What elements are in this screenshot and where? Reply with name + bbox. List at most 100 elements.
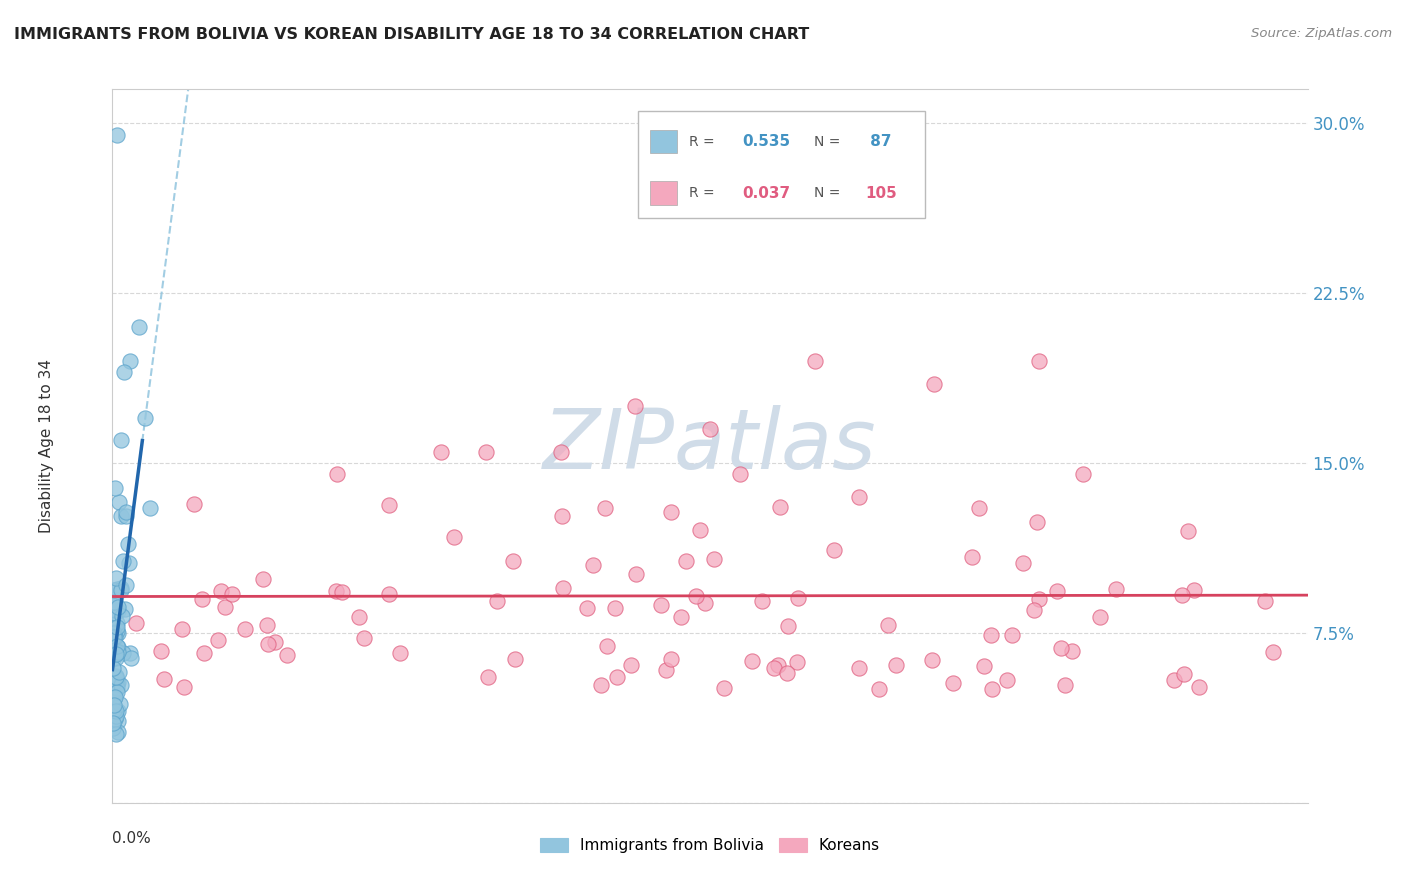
Point xyxy=(103,716,125,731)
Point xyxy=(107,705,129,719)
Point xyxy=(378,498,401,512)
Point xyxy=(105,615,128,630)
Point xyxy=(1050,640,1073,655)
Point xyxy=(103,595,125,609)
Point xyxy=(981,681,1004,696)
Point xyxy=(111,646,134,660)
Point xyxy=(120,354,142,368)
Point xyxy=(877,618,900,632)
Point xyxy=(1171,588,1194,602)
Point xyxy=(728,467,751,482)
Point xyxy=(605,601,627,615)
Point xyxy=(114,602,136,616)
Point xyxy=(104,670,127,684)
Point xyxy=(650,598,672,612)
Point xyxy=(114,505,136,519)
Point xyxy=(980,627,1002,641)
Point xyxy=(1088,610,1111,624)
FancyBboxPatch shape xyxy=(638,111,925,218)
Point xyxy=(1028,592,1050,607)
Point xyxy=(103,675,125,690)
Point xyxy=(107,645,129,659)
Text: Source: ZipAtlas.com: Source: ZipAtlas.com xyxy=(1251,27,1392,40)
Point xyxy=(503,652,526,666)
Point xyxy=(112,554,135,568)
Text: R =: R = xyxy=(689,186,714,200)
Point xyxy=(214,600,236,615)
Point xyxy=(125,616,148,631)
Point xyxy=(1177,524,1199,538)
Point xyxy=(107,600,129,615)
Point xyxy=(104,642,127,657)
Point xyxy=(105,128,128,142)
Point xyxy=(104,669,127,683)
Point xyxy=(103,631,125,645)
Point xyxy=(107,626,129,640)
Point xyxy=(128,320,150,334)
Point xyxy=(103,703,125,717)
Text: R =: R = xyxy=(689,135,714,149)
Point xyxy=(1188,680,1211,694)
Point xyxy=(104,690,127,704)
Point xyxy=(477,670,499,684)
Point xyxy=(103,706,125,720)
Point xyxy=(751,594,773,608)
Point xyxy=(103,722,125,736)
Point xyxy=(103,661,125,675)
Point xyxy=(191,591,214,606)
Point xyxy=(256,618,278,632)
Point xyxy=(104,681,127,695)
Point xyxy=(1022,603,1045,617)
Point xyxy=(659,504,682,518)
Point xyxy=(624,400,647,414)
Point xyxy=(114,365,135,379)
Point xyxy=(276,648,298,662)
Point xyxy=(486,593,509,607)
Point xyxy=(104,708,127,723)
Point xyxy=(103,582,125,597)
Point xyxy=(107,640,129,655)
Point xyxy=(105,704,128,718)
Point xyxy=(786,591,808,606)
Point xyxy=(257,637,280,651)
Point xyxy=(110,509,132,524)
Point xyxy=(105,651,128,665)
Point xyxy=(104,727,127,741)
Point xyxy=(104,606,127,620)
Point xyxy=(675,554,697,568)
Point xyxy=(713,681,735,695)
Bar xyxy=(651,181,676,205)
Point xyxy=(1001,628,1024,642)
Point xyxy=(104,571,127,585)
Text: 0.037: 0.037 xyxy=(742,186,790,201)
Point xyxy=(104,603,127,617)
Point xyxy=(1046,583,1069,598)
Point xyxy=(104,706,127,720)
Point xyxy=(103,626,125,640)
Point xyxy=(235,622,257,636)
Point xyxy=(1263,645,1285,659)
Point xyxy=(103,647,125,661)
Point xyxy=(111,609,134,624)
Point xyxy=(110,678,132,692)
Point xyxy=(108,494,131,508)
Point xyxy=(1182,582,1205,597)
Point xyxy=(104,712,127,726)
Point xyxy=(776,618,799,632)
Legend: Immigrants from Bolivia, Koreans: Immigrants from Bolivia, Koreans xyxy=(534,832,886,859)
Point xyxy=(103,692,125,706)
Point xyxy=(103,652,125,666)
Point xyxy=(443,530,465,544)
Point xyxy=(150,644,173,658)
Point xyxy=(105,621,128,635)
Point xyxy=(624,567,647,582)
Point xyxy=(1163,673,1185,687)
Point xyxy=(620,657,643,672)
Point xyxy=(1053,678,1076,692)
Point xyxy=(103,598,125,612)
Text: N =: N = xyxy=(814,135,841,149)
Point xyxy=(786,656,808,670)
Point xyxy=(170,622,193,636)
Point xyxy=(118,556,141,570)
Point xyxy=(606,670,628,684)
